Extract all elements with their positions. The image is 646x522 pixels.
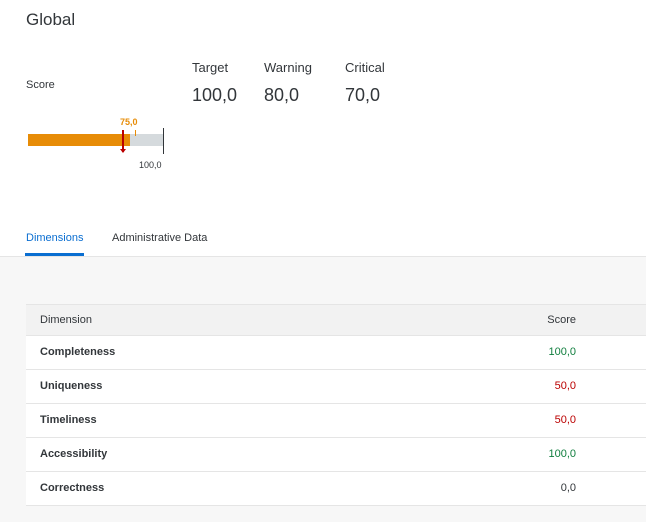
table-row[interactable]: Uniqueness 50,0 <box>26 370 646 404</box>
dimension-cell: Timeliness <box>40 414 97 426</box>
table-row[interactable]: Correctness 0,0 <box>26 472 646 506</box>
table-row[interactable]: Completeness 100,0 <box>26 336 646 370</box>
dimension-cell: Correctness <box>40 482 105 494</box>
score-cell: 100,0 <box>548 448 576 460</box>
kpi-warning: Warning 80,0 <box>264 60 312 106</box>
kpi-target: Target 100,0 <box>192 60 237 106</box>
critical-threshold-marker <box>122 130 124 152</box>
score-label: Score <box>26 79 55 91</box>
object-header: Global Score 75,0 100,0 Target 100,0 War… <box>0 0 646 257</box>
score-cell: 100,0 <box>548 346 576 358</box>
column-header-score[interactable]: Score <box>547 314 576 326</box>
dimension-cell: Uniqueness <box>40 380 103 392</box>
table-row[interactable]: Accessibility 100,0 <box>26 438 646 472</box>
score-bullet-chart: 75,0 100,0 <box>26 112 176 174</box>
bullet-max-label: 100,0 <box>139 160 162 170</box>
kpi-value: 80,0 <box>264 85 300 105</box>
critical-arrow-icon <box>120 149 126 153</box>
kpi-label: Warning <box>264 60 312 75</box>
bullet-value-label: 75,0 <box>120 117 138 127</box>
dimensions-section: Dimension Score Completeness 100,0 Uniqu… <box>0 257 646 522</box>
column-header-dimension[interactable]: Dimension <box>40 314 92 326</box>
kpi-label: Critical <box>345 60 385 75</box>
dimensions-table: Dimension Score Completeness 100,0 Uniqu… <box>26 304 646 506</box>
kpi-value: 100,0 <box>192 85 238 105</box>
tab-bar: Dimensions Administrative Data <box>0 226 646 257</box>
table-row[interactable]: Timeliness 50,0 <box>26 404 646 438</box>
bullet-bar-value <box>28 134 130 146</box>
score-cell: 0,0 <box>560 482 576 494</box>
page-title: Global <box>26 10 76 29</box>
kpi-value: 70,0 <box>345 85 381 105</box>
target-marker <box>163 128 164 154</box>
tab-dimensions[interactable]: Dimensions <box>24 232 85 256</box>
table-header: Dimension Score <box>26 305 646 336</box>
score-cell: 50,0 <box>554 380 576 392</box>
warning-threshold-marker <box>135 130 136 136</box>
kpi-label: Target <box>192 60 229 75</box>
dimension-cell: Accessibility <box>40 448 108 460</box>
dimension-cell: Completeness <box>40 346 116 358</box>
tab-administrative-data[interactable]: Administrative Data <box>112 232 208 244</box>
score-cell: 50,0 <box>554 414 576 426</box>
kpi-critical: Critical 70,0 <box>345 60 385 106</box>
